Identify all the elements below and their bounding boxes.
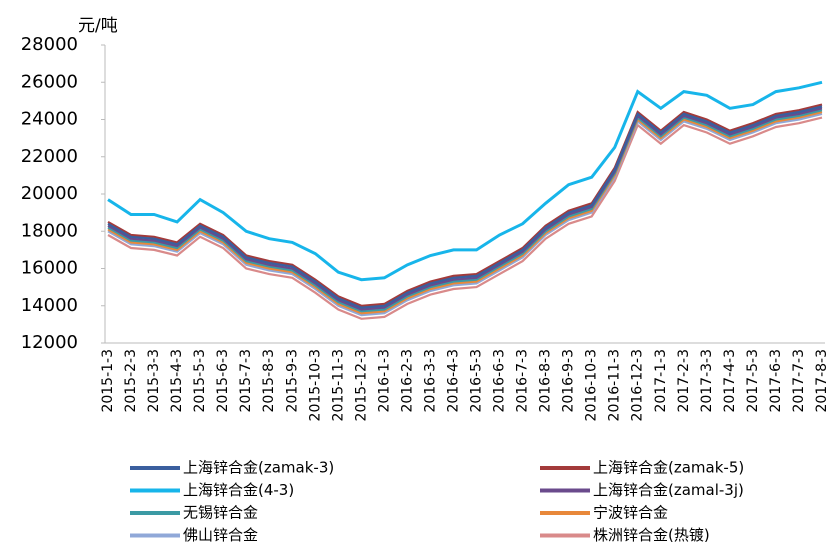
series-line <box>107 116 823 320</box>
y-tick-label: 26000 <box>21 71 78 92</box>
x-tick-label: 2015-1-3 <box>100 349 116 413</box>
x-tick-label: 2015-4-3 <box>169 349 185 413</box>
x-tick-label: 2016-12-3 <box>630 349 646 421</box>
x-tick-label: 2015-8-3 <box>261 349 277 413</box>
x-tick-label: 2017-5-3 <box>745 349 761 413</box>
legend-label: 无锡锌合金 <box>183 504 258 522</box>
legend-label: 佛山锌合金 <box>183 526 258 544</box>
x-tick-label: 2016-4-3 <box>445 349 461 413</box>
series-line <box>107 80 823 282</box>
x-tick-label: 2017-3-3 <box>699 349 715 413</box>
x-tick-label: 2017-1-3 <box>653 349 669 413</box>
x-tick-label: 2017-4-3 <box>722 349 738 413</box>
y-tick-label: 16000 <box>21 258 78 279</box>
y-tick-label: 22000 <box>21 146 78 167</box>
x-tick-label: 2016-11-3 <box>607 349 623 421</box>
x-tick-label: 2016-1-3 <box>376 349 392 413</box>
legend-label: 上海锌合金(zamak-3) <box>183 459 334 477</box>
x-tick-label: 2015-12-3 <box>353 349 369 421</box>
legend-label: 上海锌合金(zamak-5) <box>593 459 744 477</box>
x-tick-label: 2015-5-3 <box>192 349 208 413</box>
x-tick-label: 2017-6-3 <box>768 349 784 413</box>
series-line <box>107 107 823 311</box>
x-tick-label: 2015-10-3 <box>307 349 323 421</box>
x-tick-label: 2016-9-3 <box>561 349 577 413</box>
x-tick-label: 2015-9-3 <box>284 349 300 413</box>
series-line <box>107 112 823 317</box>
y-tick-label: 20000 <box>21 183 78 204</box>
x-tick-label: 2016-3-3 <box>422 349 438 413</box>
legend-label: 上海锌合金(4-3) <box>183 481 294 499</box>
y-tick-label: 24000 <box>21 109 78 130</box>
x-tick-label: 2016-6-3 <box>492 349 508 413</box>
x-tick-label: 2016-7-3 <box>515 349 531 413</box>
x-tick-label: 2015-7-3 <box>238 349 254 413</box>
legend-label: 宁波锌合金 <box>593 504 668 522</box>
x-tick-label: 2017-2-3 <box>676 349 692 413</box>
x-tick-label: 2015-3-3 <box>146 349 162 413</box>
x-tick-label: 2015-6-3 <box>215 349 231 413</box>
x-tick-label: 2017-7-3 <box>791 349 807 413</box>
x-tick-label: 2016-10-3 <box>584 349 600 421</box>
y-tick-label: 28000 <box>21 34 78 55</box>
legend-label: 株洲锌合金(热镀) <box>593 526 710 544</box>
y-axis-label: 元/吨 <box>78 16 118 36</box>
x-tick-label: 2015-2-3 <box>123 349 139 413</box>
y-tick-label: 12000 <box>21 332 78 353</box>
series-line <box>107 103 823 307</box>
legend-label: 上海锌合金(zamal-3j) <box>593 481 744 499</box>
series-line <box>107 109 823 313</box>
series-line <box>107 110 823 315</box>
y-tick-label: 18000 <box>21 220 78 241</box>
x-tick-label: 2017-8-3 <box>814 349 829 413</box>
x-tick-label: 2016-2-3 <box>399 349 415 413</box>
x-tick-label: 2016-5-3 <box>469 349 485 413</box>
x-tick-label: 2016-8-3 <box>538 349 554 413</box>
y-tick-label: 14000 <box>21 295 78 316</box>
series-line <box>107 105 823 309</box>
x-tick-label: 2015-11-3 <box>330 349 346 421</box>
